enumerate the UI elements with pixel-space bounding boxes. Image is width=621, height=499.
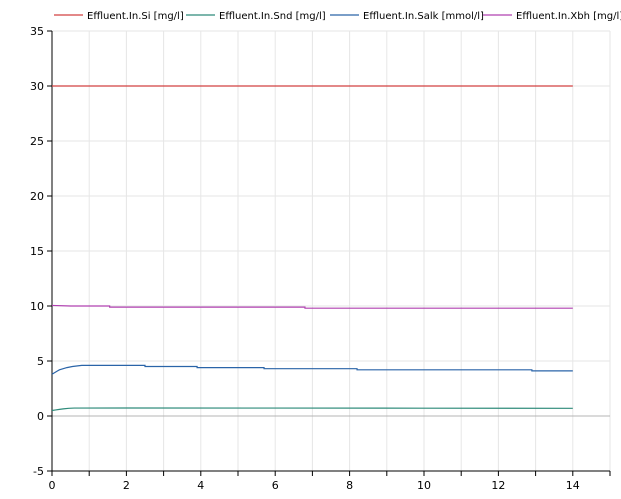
grid (51, 30, 611, 472)
x-tick-label: 2 (123, 479, 130, 492)
y-tick-label: 0 (37, 410, 44, 423)
legend-label: Effluent.In.Snd [mg/l] (219, 11, 326, 22)
x-tick-label: 14 (566, 479, 580, 492)
legend: Effluent.In.Si [mg/l] Effluent.In.Snd [mg… (54, 11, 621, 22)
series-lines (51, 85, 573, 412)
y-tick-label: 25 (30, 135, 44, 148)
x-tick-label: 10 (417, 479, 431, 492)
y-tick-label: 15 (30, 245, 44, 258)
x-tick-label: 12 (491, 479, 505, 492)
y-tick-label: 30 (30, 80, 44, 93)
y-tick-label: 10 (30, 300, 44, 313)
y-tick-label: 20 (30, 190, 44, 203)
x-tick-label: 8 (346, 479, 353, 492)
y-tick-label: 35 (30, 25, 44, 38)
series-line-3 (51, 364, 573, 375)
y-tick-label: 5 (37, 355, 44, 368)
y-tick-label: -5 (33, 465, 44, 478)
series-line-4 (51, 304, 573, 309)
legend-label: Effluent.In.Xbh [mg/l] (516, 11, 621, 22)
axes: 0 2 4 6 8 10 12 14 -5 0 5 10 15 20 25 30 35 (30, 25, 611, 492)
x-tick-label: 6 (272, 479, 279, 492)
legend-label: Effluent.In.Si [mg/l] (87, 11, 184, 22)
x-tick-label: 4 (197, 479, 204, 492)
series-line-2 (51, 407, 573, 412)
x-tick-label: 0 (49, 479, 56, 492)
legend-label: Effluent.In.Salk [mmol/l] (363, 11, 484, 22)
